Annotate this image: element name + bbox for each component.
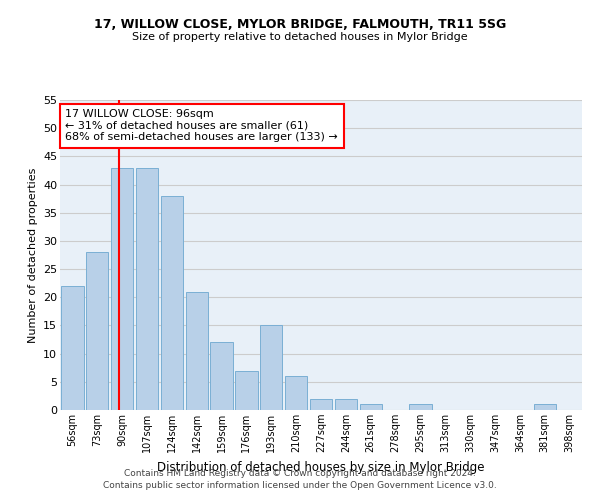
Text: Size of property relative to detached houses in Mylor Bridge: Size of property relative to detached ho… (132, 32, 468, 42)
Bar (409, 404, 431, 410)
Bar (211, 342, 233, 410)
Bar (310, 398, 332, 410)
Bar (285, 376, 307, 410)
Bar (185, 292, 208, 410)
Bar (86, 252, 109, 410)
X-axis label: Distribution of detached houses by size in Mylor Bridge: Distribution of detached houses by size … (157, 460, 485, 473)
Bar (136, 168, 158, 410)
Bar (260, 326, 283, 410)
Text: Contains HM Land Registry data © Crown copyright and database right 2024.: Contains HM Land Registry data © Crown c… (124, 468, 476, 477)
Y-axis label: Number of detached properties: Number of detached properties (28, 168, 38, 342)
Text: 17 WILLOW CLOSE: 96sqm
← 31% of detached houses are smaller (61)
68% of semi-det: 17 WILLOW CLOSE: 96sqm ← 31% of detached… (65, 110, 338, 142)
Bar (111, 168, 133, 410)
Bar (235, 370, 257, 410)
Bar (161, 196, 183, 410)
Text: 17, WILLOW CLOSE, MYLOR BRIDGE, FALMOUTH, TR11 5SG: 17, WILLOW CLOSE, MYLOR BRIDGE, FALMOUTH… (94, 18, 506, 30)
Bar (335, 398, 357, 410)
Bar (533, 404, 556, 410)
Bar (61, 286, 83, 410)
Bar (359, 404, 382, 410)
Text: Contains public sector information licensed under the Open Government Licence v3: Contains public sector information licen… (103, 481, 497, 490)
